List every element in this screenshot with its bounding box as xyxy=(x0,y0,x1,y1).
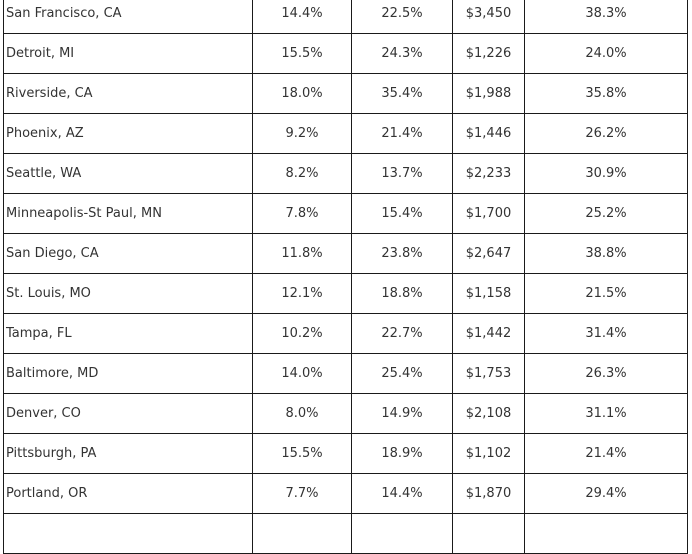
metro-data-table: San Francisco, CA 14.4% 22.5% $3,450 38.… xyxy=(3,0,688,554)
empty-cell xyxy=(3,513,253,554)
city-cell: Denver, CO xyxy=(3,393,253,434)
city-cell: Pittsburgh, PA xyxy=(3,433,253,474)
value-cell-col5: 38.8% xyxy=(524,233,688,274)
city-cell: Minneapolis-St Paul, MN xyxy=(3,193,253,234)
city-cell: Phoenix, AZ xyxy=(3,113,253,154)
table-body: San Francisco, CA 14.4% 22.5% $3,450 38.… xyxy=(3,0,688,554)
value-cell-col4: $1,442 xyxy=(452,313,525,354)
value-cell-col4: $1,870 xyxy=(452,473,525,514)
value-cell-col5: 31.4% xyxy=(524,313,688,354)
value-cell-col3: 14.9% xyxy=(351,393,453,434)
table-row: Baltimore, MD 14.0% 25.4% $1,753 26.3% xyxy=(3,353,688,394)
table-row: Pittsburgh, PA 15.5% 18.9% $1,102 21.4% xyxy=(3,433,688,474)
value-cell-col2: 14.4% xyxy=(252,0,352,34)
value-cell-col3: 18.8% xyxy=(351,273,453,314)
value-cell-col3: 23.8% xyxy=(351,233,453,274)
value-cell-col4: $2,233 xyxy=(452,153,525,194)
value-cell-col4: $1,226 xyxy=(452,33,525,74)
value-cell-col2: 15.5% xyxy=(252,33,352,74)
value-cell-col3: 35.4% xyxy=(351,73,453,114)
value-cell-col4: $2,108 xyxy=(452,393,525,434)
table-row: Riverside, CA 18.0% 35.4% $1,988 35.8% xyxy=(3,73,688,114)
value-cell-col2: 12.1% xyxy=(252,273,352,314)
city-cell: St. Louis, MO xyxy=(3,273,253,314)
city-cell: Baltimore, MD xyxy=(3,353,253,394)
value-cell-col2: 14.0% xyxy=(252,353,352,394)
value-cell-col4: $1,700 xyxy=(452,193,525,234)
table-row: Portland, OR 7.7% 14.4% $1,870 29.4% xyxy=(3,473,688,514)
value-cell-col2: 8.0% xyxy=(252,393,352,434)
value-cell-col3: 18.9% xyxy=(351,433,453,474)
value-cell-col2: 18.0% xyxy=(252,73,352,114)
value-cell-col3: 14.4% xyxy=(351,473,453,514)
value-cell-col3: 22.5% xyxy=(351,0,453,34)
value-cell-col4: $1,753 xyxy=(452,353,525,394)
table-row: Detroit, MI 15.5% 24.3% $1,226 24.0% xyxy=(3,33,688,74)
table-row: Denver, CO 8.0% 14.9% $2,108 31.1% xyxy=(3,393,688,434)
value-cell-col2: 7.8% xyxy=(252,193,352,234)
value-cell-col2: 11.8% xyxy=(252,233,352,274)
table-row: Minneapolis-St Paul, MN 7.8% 15.4% $1,70… xyxy=(3,193,688,234)
value-cell-col5: 24.0% xyxy=(524,33,688,74)
value-cell-col4: $1,158 xyxy=(452,273,525,314)
value-cell-col4: $2,647 xyxy=(452,233,525,274)
value-cell-col5: 31.1% xyxy=(524,393,688,434)
value-cell-col3: 25.4% xyxy=(351,353,453,394)
value-cell-col5: 25.2% xyxy=(524,193,688,234)
table-row: San Diego, CA 11.8% 23.8% $2,647 38.8% xyxy=(3,233,688,274)
value-cell-col5: 26.3% xyxy=(524,353,688,394)
value-cell-col2: 15.5% xyxy=(252,433,352,474)
table-row: St. Louis, MO 12.1% 18.8% $1,158 21.5% xyxy=(3,273,688,314)
value-cell-col3: 13.7% xyxy=(351,153,453,194)
value-cell-col2: 8.2% xyxy=(252,153,352,194)
value-cell-col4: $1,446 xyxy=(452,113,525,154)
city-cell: Portland, OR xyxy=(3,473,253,514)
value-cell-col4: $3,450 xyxy=(452,0,525,34)
city-cell: Tampa, FL xyxy=(3,313,253,354)
city-cell: Detroit, MI xyxy=(3,33,253,74)
value-cell-col3: 15.4% xyxy=(351,193,453,234)
table-row-partial xyxy=(3,513,688,554)
value-cell-col3: 24.3% xyxy=(351,33,453,74)
value-cell-col2: 9.2% xyxy=(252,113,352,154)
value-cell-col5: 30.9% xyxy=(524,153,688,194)
value-cell-col5: 35.8% xyxy=(524,73,688,114)
city-cell: Seattle, WA xyxy=(3,153,253,194)
value-cell-col5: 26.2% xyxy=(524,113,688,154)
value-cell-col5: 38.3% xyxy=(524,0,688,34)
value-cell-col2: 7.7% xyxy=(252,473,352,514)
empty-cell xyxy=(351,513,453,554)
table-row: Tampa, FL 10.2% 22.7% $1,442 31.4% xyxy=(3,313,688,354)
table-row: San Francisco, CA 14.4% 22.5% $3,450 38.… xyxy=(3,0,688,34)
table-row: Seattle, WA 8.2% 13.7% $2,233 30.9% xyxy=(3,153,688,194)
value-cell-col3: 21.4% xyxy=(351,113,453,154)
table-row: Phoenix, AZ 9.2% 21.4% $1,446 26.2% xyxy=(3,113,688,154)
empty-cell xyxy=(252,513,352,554)
value-cell-col4: $1,102 xyxy=(452,433,525,474)
value-cell-col5: 21.5% xyxy=(524,273,688,314)
empty-cell xyxy=(524,513,688,554)
value-cell-col5: 29.4% xyxy=(524,473,688,514)
value-cell-col4: $1,988 xyxy=(452,73,525,114)
empty-cell xyxy=(452,513,525,554)
value-cell-col3: 22.7% xyxy=(351,313,453,354)
city-cell: Riverside, CA xyxy=(3,73,253,114)
value-cell-col2: 10.2% xyxy=(252,313,352,354)
city-cell: San Francisco, CA xyxy=(3,0,253,34)
value-cell-col5: 21.4% xyxy=(524,433,688,474)
city-cell: San Diego, CA xyxy=(3,233,253,274)
